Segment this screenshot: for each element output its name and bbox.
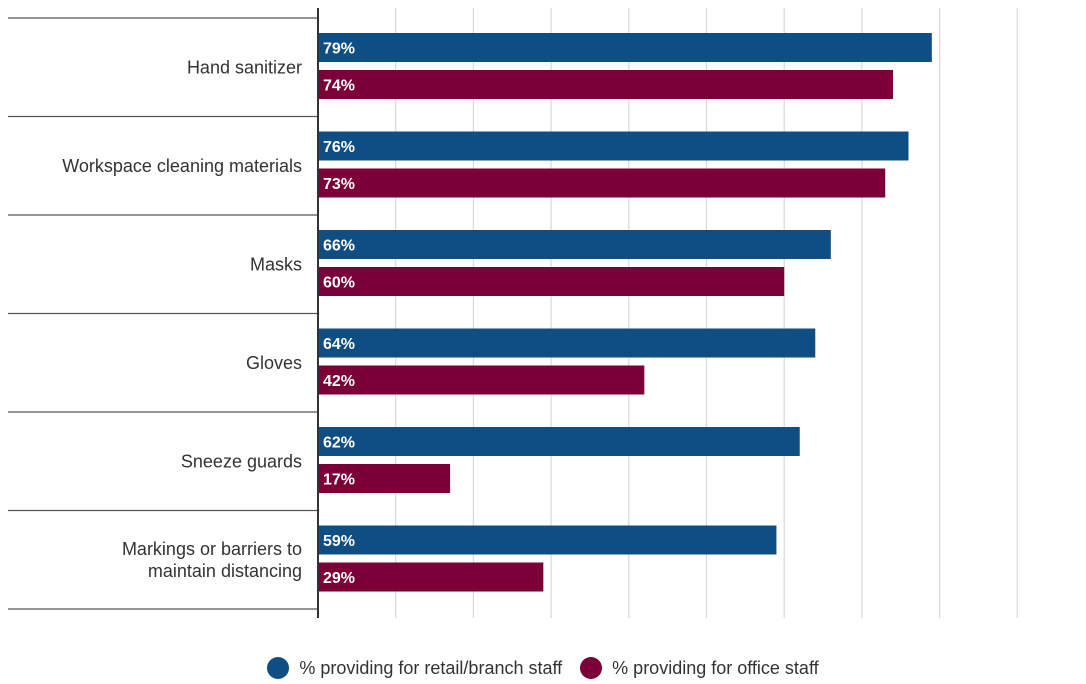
legend: % providing for retail/branch staff % pr…	[0, 652, 1086, 684]
category-labels: Hand sanitizer Workspace cleaning materia…	[62, 57, 302, 581]
bar	[318, 267, 785, 296]
data-label: 62%	[323, 435, 355, 452]
legend-swatch-retail	[267, 657, 290, 679]
bar	[318, 230, 831, 259]
legend-label-retail: % providing for retail/branch staff	[299, 657, 563, 678]
data-label: 17%	[323, 472, 355, 489]
data-label: 42%	[323, 373, 355, 390]
data-label: 64%	[323, 336, 355, 353]
legend-label-office: % providing for office staff	[612, 657, 819, 678]
legend-swatch-office	[580, 657, 603, 679]
legend-item-office: % providing for office staff	[580, 657, 819, 679]
category-label: Hand sanitizer	[187, 57, 302, 77]
bar	[318, 365, 645, 395]
bar	[318, 70, 893, 99]
legend-item-retail: % providing for retail/branch staff	[267, 657, 562, 679]
value-labels: 79% 74% 76% 73% 66% 60% 64% 42% 62% 17% 59% 29%	[323, 41, 355, 588]
bars	[318, 33, 932, 592]
bar	[318, 131, 909, 161]
data-label: 73%	[323, 176, 355, 193]
data-label: 66%	[323, 238, 355, 255]
bar	[318, 525, 777, 555]
data-label: 60%	[323, 275, 355, 292]
data-label: 76%	[323, 139, 355, 156]
category-separators	[8, 17, 318, 610]
category-label: Sneeze guards	[181, 451, 302, 471]
data-label: 29%	[323, 570, 355, 587]
category-label: Markings or barriers to maintain distanci…	[122, 539, 302, 581]
bar	[318, 328, 816, 358]
data-label: 74%	[323, 78, 355, 95]
bar	[318, 427, 800, 456]
bar	[318, 464, 451, 493]
bar-chart: 79% 74% 76% 73% 66% 60% 64% 42% 62% 17% 59% 29% Han…	[8, 8, 1018, 618]
category-label: Workspace cleaning materials	[62, 156, 302, 176]
bar	[318, 168, 886, 198]
data-label: 79%	[323, 41, 355, 58]
data-label: 59%	[323, 533, 355, 550]
bar	[318, 562, 544, 592]
bar	[318, 33, 932, 62]
category-label: Masks	[250, 254, 302, 274]
gridlines	[395, 8, 1018, 618]
category-label: Gloves	[246, 353, 302, 373]
